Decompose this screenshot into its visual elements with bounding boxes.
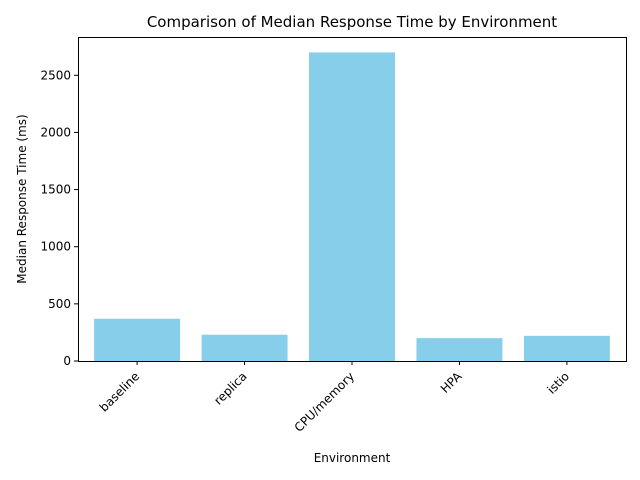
x-tick-label: replica xyxy=(211,369,249,407)
x-axis-label: Environment xyxy=(314,451,391,465)
x-tick-label: CPU/memory xyxy=(292,369,357,434)
bars-group xyxy=(94,52,610,362)
chart-title: Comparison of Median Response Time by En… xyxy=(147,13,557,31)
x-tick-label: HPA xyxy=(438,369,465,396)
x-axis-ticks: baseline replica CPU/memory HPA istio xyxy=(97,361,572,435)
plot-frame xyxy=(78,37,627,362)
y-tick-label: 1000 xyxy=(40,240,71,254)
bar-hpa xyxy=(416,338,503,361)
y-tick-label: 0 xyxy=(63,354,71,368)
x-tick-label: baseline xyxy=(97,369,142,414)
y-tick-label: 1500 xyxy=(40,183,71,197)
y-tick-label: 2000 xyxy=(40,125,71,139)
y-tick-label: 2500 xyxy=(40,68,71,82)
y-axis-label: Median Response Time (ms) xyxy=(15,114,29,283)
bar-baseline xyxy=(94,318,181,361)
bar-cpu-memory xyxy=(309,52,395,362)
bar-istio xyxy=(523,335,610,361)
y-tick-label: 500 xyxy=(48,297,71,311)
bar-replica xyxy=(201,334,288,361)
x-tick-label: istio xyxy=(544,369,572,397)
y-axis-ticks: 0 500 1000 1500 2000 2500 xyxy=(40,68,78,368)
